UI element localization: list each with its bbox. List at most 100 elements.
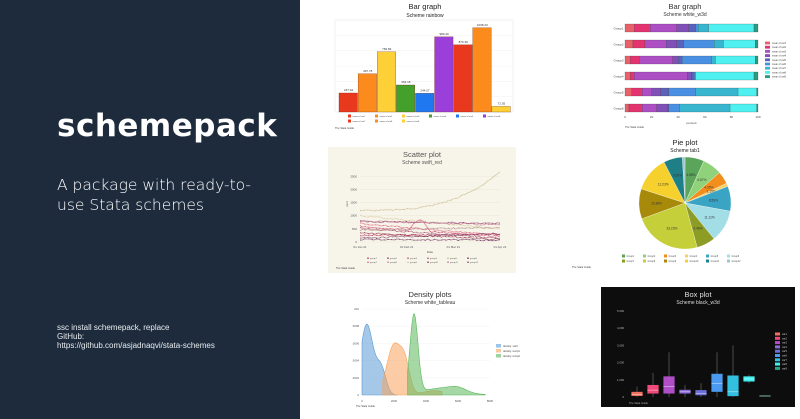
x-tick: 01 Feb 21 (400, 245, 414, 249)
legend-swatch (775, 345, 780, 349)
x-tick: 01 Mar 21 (447, 245, 461, 249)
bar (434, 36, 454, 113)
bar-segment (624, 39, 634, 49)
bar-segment (634, 71, 688, 81)
legend-label: Group5 (711, 255, 719, 258)
x-axis-label: Date (427, 250, 434, 254)
x-tick: 2000 (391, 399, 398, 403)
bar-segment (642, 87, 652, 97)
bar-segment (624, 103, 630, 113)
legend-label: Group2 (648, 255, 656, 258)
legend-swatch (496, 344, 501, 348)
legend-label: var2 (782, 337, 787, 340)
legend-marker (407, 261, 409, 263)
chart-title: Density plots (409, 290, 452, 299)
y-tick: 2,000 (617, 361, 624, 365)
slice-label: 6.58% (686, 173, 695, 177)
legend-swatch (348, 114, 351, 118)
legend-swatch (765, 66, 770, 70)
bar (415, 93, 435, 113)
density-area (407, 313, 486, 396)
slice-label: 12.23% (658, 183, 669, 187)
legend-label: mean of var3 (407, 115, 421, 118)
y-tick: 0 (622, 395, 624, 399)
scatter-series (359, 219, 501, 238)
x-tick: 80 (730, 115, 734, 119)
legend-swatch (483, 114, 486, 118)
bar-segment (644, 39, 667, 49)
y-tick: 3,000 (617, 343, 624, 347)
legend-label: mean of var1 (772, 42, 787, 45)
bar-segment (632, 39, 646, 49)
bar-value-label: 244.07 (420, 88, 430, 92)
bar-segment (624, 71, 631, 81)
legend-label: Group3 (669, 255, 677, 258)
legend-marker (447, 257, 449, 259)
bar (453, 44, 473, 113)
legend-swatch (765, 58, 770, 62)
legend-label: group6 (470, 257, 478, 260)
bar-segment (666, 39, 677, 49)
bar-segment (679, 103, 731, 113)
bar-segment (695, 71, 755, 81)
github-link[interactable]: https://github.com/asjadnaqvi/stata-sche… (57, 341, 215, 350)
legend-label: mean of var9 (772, 76, 787, 79)
y-tick: .0008 (352, 324, 359, 328)
bar-segment (756, 103, 759, 113)
x-tick: 20 (650, 115, 654, 119)
pie-slice (682, 156, 686, 204)
chart-subtitle: Scheme tab1 (670, 148, 700, 154)
legend-label: Group1 (627, 255, 635, 258)
credit-note: The Stata Guide (335, 126, 354, 130)
y-tick: 0 (357, 393, 359, 397)
bar-segment (687, 71, 692, 81)
legend-label: var5 (782, 350, 787, 353)
legend-swatch (775, 336, 780, 340)
y-tick: 2500 (350, 174, 357, 178)
group-label: Group1 (613, 27, 623, 31)
legend-swatch (402, 114, 405, 118)
scatter-series (359, 222, 501, 236)
chart-title: Pie plot (672, 138, 698, 147)
bar-segment (634, 23, 651, 33)
legend-swatch (496, 349, 501, 353)
legend-swatch (375, 119, 378, 123)
slice-label: 23.23% (667, 226, 678, 230)
slice-label: 6.50% (673, 173, 682, 177)
legend-swatch (375, 114, 378, 118)
legend-label: group7 (370, 261, 378, 264)
legend-swatch (775, 358, 780, 362)
bar-value-label: 247.94 (344, 88, 354, 92)
scatter-series (359, 214, 501, 230)
x-tick: 0 (361, 399, 363, 403)
bar-segment (755, 55, 759, 65)
legend-label: mean of var9 (407, 120, 421, 123)
credit-note: The Stata Guide (572, 265, 591, 269)
chart-title: Bar graph (669, 2, 702, 11)
scatter-series (360, 220, 501, 225)
bar-segment (630, 55, 640, 65)
y-tick: .001 (354, 307, 360, 311)
legend-swatch (664, 254, 667, 258)
box (647, 384, 659, 394)
bar-segment (756, 87, 759, 97)
bar-segment (708, 23, 755, 33)
install-info: ssc install schemepack, replace GitHub: … (57, 323, 215, 350)
y-tick: .0004 (352, 359, 359, 363)
credit-note: The Stata Guide (629, 401, 648, 405)
bar-segment (695, 23, 699, 33)
bar-segment (753, 23, 759, 33)
bar-value-label: 784.83 (382, 47, 392, 51)
credit-note: The Stata Guide (625, 125, 644, 129)
legend-label: Group4 (690, 255, 698, 258)
slice-label: 1.15% (707, 190, 716, 194)
x-tick: 6000 (455, 399, 462, 403)
legend-swatch (456, 114, 459, 118)
legend-label: mean of var7 (353, 120, 367, 123)
legend-label: mean of var7 (772, 67, 787, 70)
bar (491, 106, 511, 113)
bar (396, 84, 415, 113)
